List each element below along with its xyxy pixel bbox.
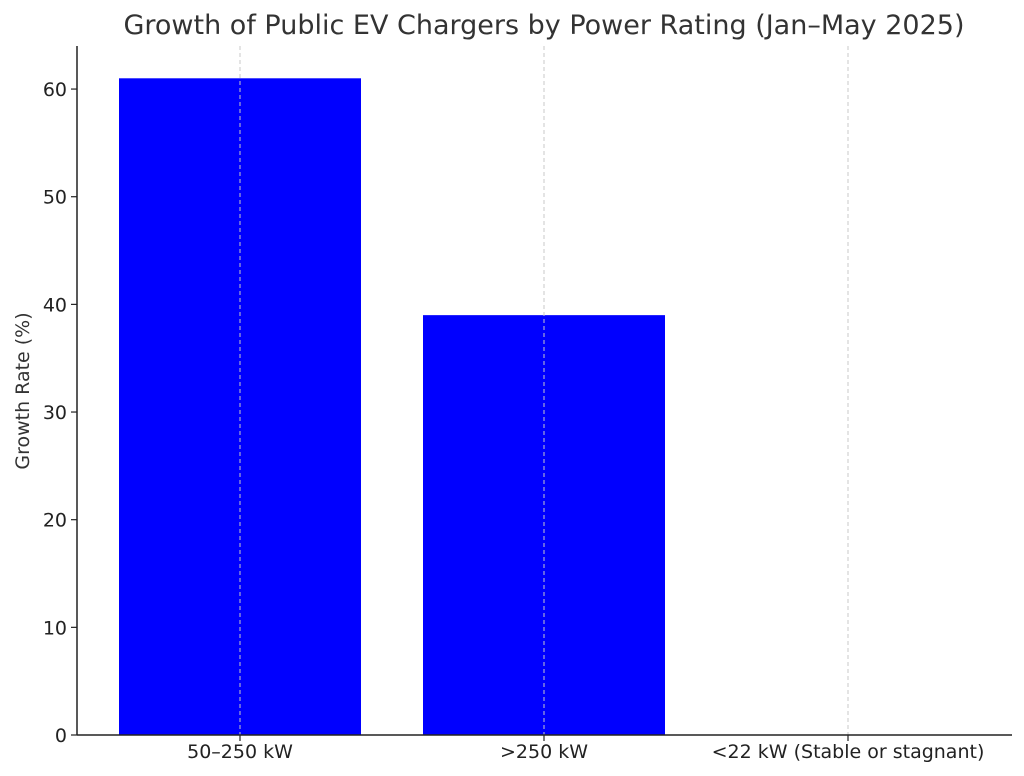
y-tick-label-1: 10: [43, 617, 67, 639]
x-ticks-layer: 50–250 kW >250 kW <22 kW (Stable or stagna…: [187, 735, 984, 763]
y-tick-label-6: 60: [43, 79, 67, 101]
bars-layer: [119, 78, 665, 735]
x-tick-label-1: >250 kW: [500, 741, 588, 763]
y-axis-label: Growth Rate (%): [12, 312, 34, 469]
y-tick-label-2: 20: [43, 510, 67, 532]
x-tick-label-0: 50–250 kW: [187, 741, 293, 763]
y-tick-label-4: 40: [43, 294, 67, 316]
y-tick-label-0: 0: [55, 725, 67, 747]
x-tick-label-2: <22 kW (Stable or stagnant): [712, 741, 985, 763]
y-tick-label-3: 30: [43, 402, 67, 424]
y-tick-label-5: 50: [43, 187, 67, 209]
chart-title: Growth of Public EV Chargers by Power Ra…: [123, 10, 964, 41]
grid-layer: [239, 46, 849, 735]
y-ticks-layer: 0 10 20 30 40 50 60: [43, 79, 77, 747]
